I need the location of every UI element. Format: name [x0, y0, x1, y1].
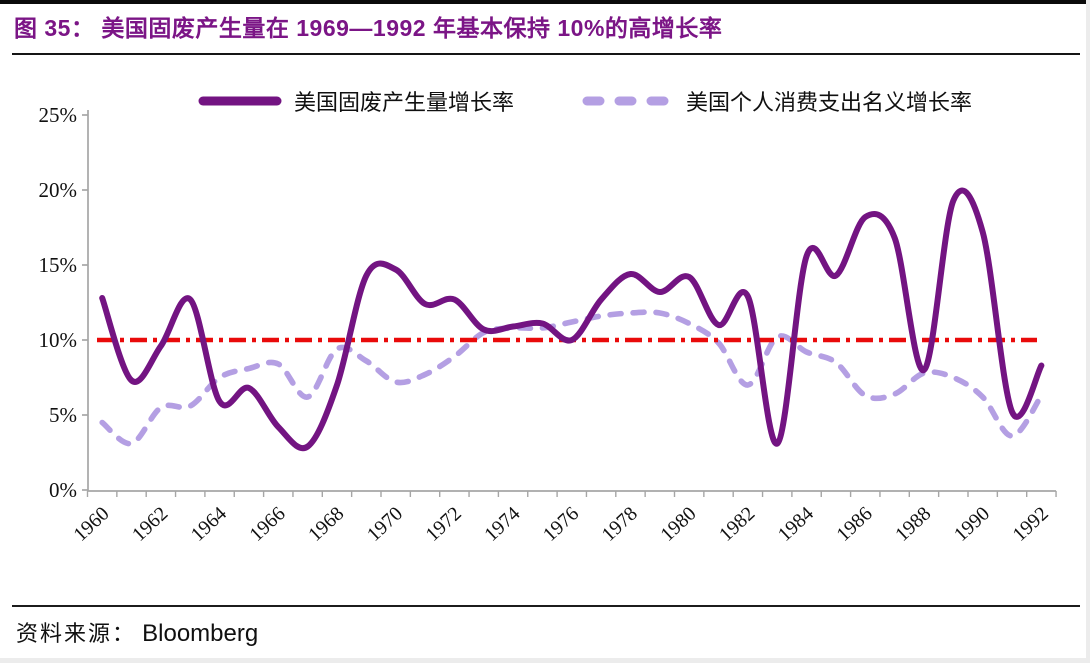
x-tick-label: 1974	[480, 503, 524, 546]
y-tick-label: 0%	[49, 478, 77, 502]
x-tick-label: 1970	[363, 503, 407, 546]
source-line: 资料来源： Bloomberg	[16, 616, 258, 648]
x-tick-label: 1978	[598, 503, 642, 546]
series-solid-line	[99, 187, 1045, 452]
source-divider	[12, 605, 1080, 607]
x-tick-label: 1982	[715, 503, 759, 546]
y-tick-label: 15%	[39, 253, 78, 277]
legend-label-solid: 美国固废产生量增长率	[293, 90, 514, 115]
dashed-line-icon	[582, 96, 673, 106]
x-tick-label: 1984	[774, 503, 818, 546]
x-tick-label: 1964	[187, 503, 231, 546]
legend-label-dashed: 美国个人消费支出名义增长率	[686, 90, 973, 115]
y-tick-label: 20%	[39, 178, 78, 202]
right-border	[1086, 0, 1090, 663]
x-tick-label: 1966	[245, 503, 289, 546]
x-tick-label: 1980	[656, 503, 700, 546]
legend: 美国固废产生量增长率 美国个人消费支出名义增长率	[40, 85, 1090, 117]
source-value: Bloomberg	[142, 620, 259, 647]
x-tick-label: 1960	[69, 503, 113, 546]
x-tick-label: 1992	[1009, 503, 1053, 546]
title-divider	[12, 53, 1080, 55]
x-tick-label: 1986	[832, 503, 876, 546]
x-tick-label: 1990	[950, 503, 994, 546]
bottom-border	[0, 658, 1090, 663]
y-tick-label: 10%	[39, 328, 78, 352]
top-border	[0, 0, 1090, 4]
chart-canvas: 0% 5% 10% 15% 20% 25% 1960 1962 1964 1966 1968 1970…	[39, 103, 1057, 546]
series-dashed-line	[99, 309, 1045, 447]
x-tick-label: 1976	[539, 503, 583, 546]
axes	[87, 110, 1057, 492]
x-tick-label: 1972	[422, 503, 466, 546]
y-tick-label: 5%	[49, 403, 77, 427]
legend-item-solid: 美国固废产生量增长率	[198, 85, 514, 117]
source-label: 资料来源：	[16, 621, 137, 646]
y-tick-label: 25%	[39, 103, 78, 127]
solid-line-icon	[198, 96, 282, 106]
x-tick-label: 1962	[128, 503, 172, 546]
x-tick-label: 1988	[891, 503, 935, 546]
x-tick-label: 1968	[304, 503, 348, 546]
legend-item-dashed: 美国个人消费支出名义增长率	[578, 85, 972, 117]
figure-title: 图 35： 美国固废产生量在 1969—1992 年基本保持 10%的高增长率	[14, 15, 723, 41]
